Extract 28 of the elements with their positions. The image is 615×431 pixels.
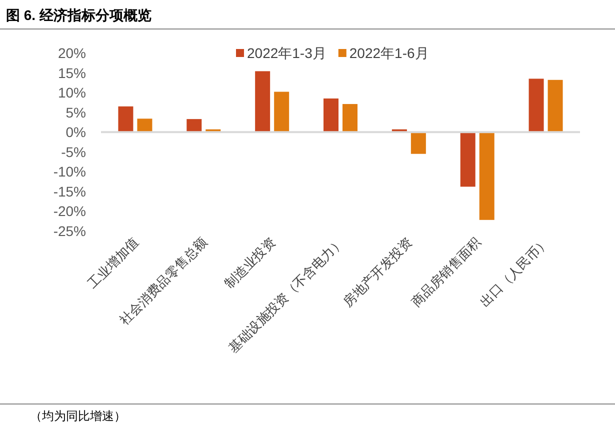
bar (137, 118, 152, 132)
x-tick-label: 制造业投资 (222, 234, 278, 292)
bar (460, 132, 476, 187)
y-tick-label: 20% (58, 45, 86, 61)
y-tick-label: 15% (58, 64, 86, 81)
y-tick-label: 5% (66, 104, 86, 120)
y-tick-label: 10% (58, 84, 86, 101)
bar (186, 119, 202, 132)
x-tick-label: 工业增加值 (84, 234, 142, 292)
bar (324, 98, 338, 132)
bar (410, 132, 426, 154)
y-tick-label: -5% (61, 144, 86, 160)
legend-label: 2022年1-3月 (247, 45, 326, 61)
bar (255, 71, 270, 132)
y-tick-label: -10% (53, 164, 86, 180)
bar (479, 132, 494, 220)
legend-label: 2022年1-6月 (349, 45, 429, 61)
bar (274, 92, 290, 132)
y-tick-label: 0% (66, 124, 86, 140)
chart-title: 图 6. 经济指标分项概览 (6, 7, 152, 23)
bar (528, 78, 544, 132)
y-tick-label: -20% (53, 203, 86, 220)
text: （均为同比增速） (30, 409, 126, 423)
y-tick-label: -25% (53, 223, 86, 239)
bar (118, 106, 134, 132)
bar (342, 104, 358, 132)
bar (548, 80, 563, 132)
y-tick-label: -15% (53, 183, 86, 200)
